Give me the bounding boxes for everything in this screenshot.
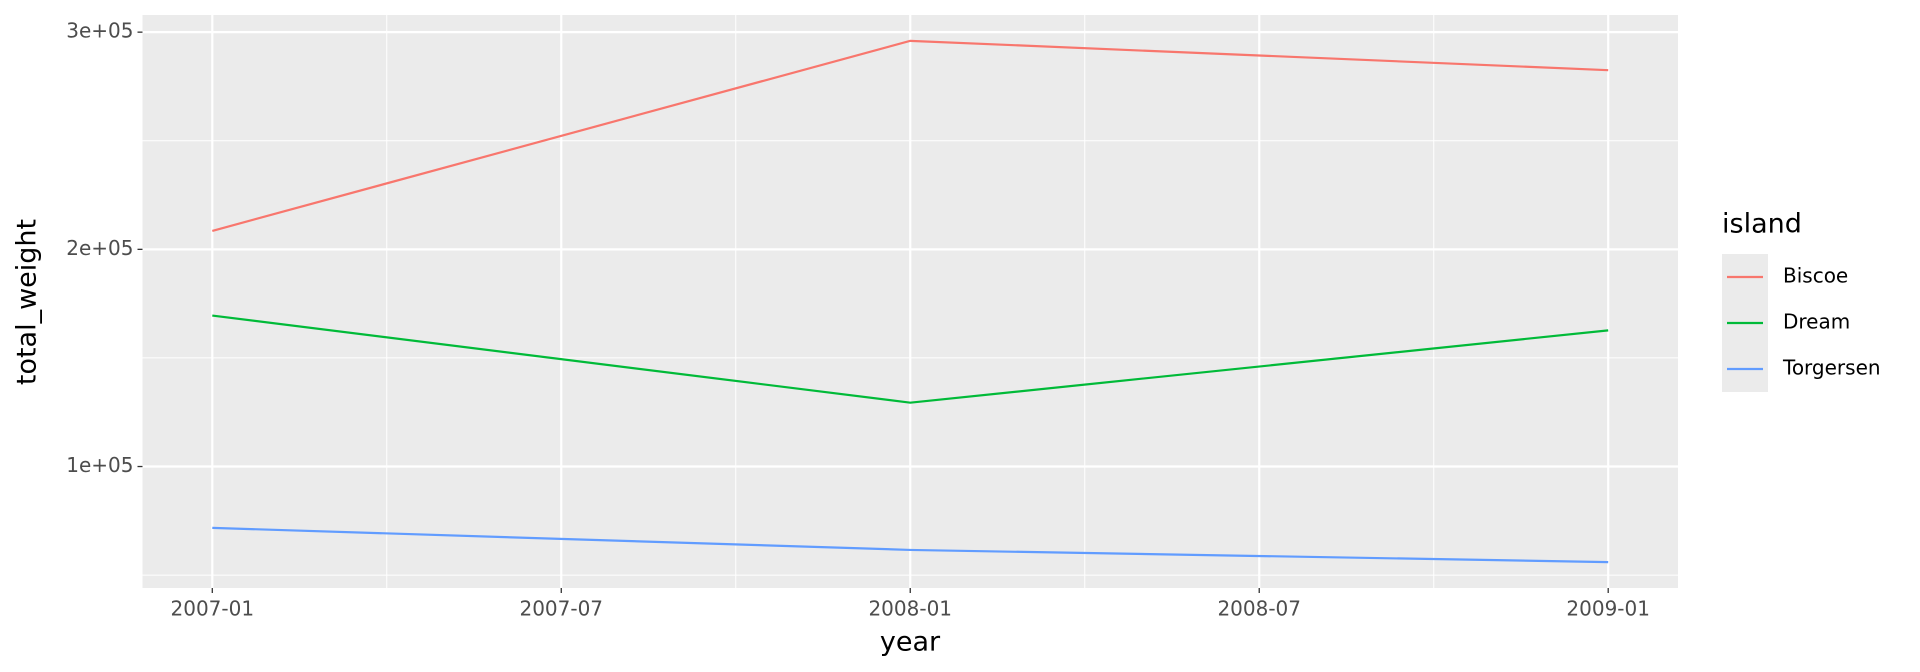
y-tick-label: 2e+05 xyxy=(66,236,133,260)
legend-label: Torgersen xyxy=(1782,356,1881,380)
x-axis-title: year xyxy=(880,627,941,658)
legend-label: Dream xyxy=(1783,310,1850,334)
series-line xyxy=(212,526,1609,564)
y-axis-title: total_weight xyxy=(12,219,43,385)
x-tick-label: 2008-07 xyxy=(1217,597,1301,621)
x-tick-label: 2007-07 xyxy=(519,597,603,621)
x-tick-label: 2009-01 xyxy=(1566,597,1650,621)
legend-label: Biscoe xyxy=(1783,264,1848,288)
y-tick-label: 3e+05 xyxy=(66,19,133,43)
x-tick-label: 2007-01 xyxy=(171,597,255,621)
series-line xyxy=(212,314,1609,404)
legend-title: island xyxy=(1722,209,1802,240)
y-tick-label: 1e+05 xyxy=(66,453,133,477)
series-line xyxy=(212,39,1609,232)
x-tick-label: 2008-01 xyxy=(868,597,952,621)
